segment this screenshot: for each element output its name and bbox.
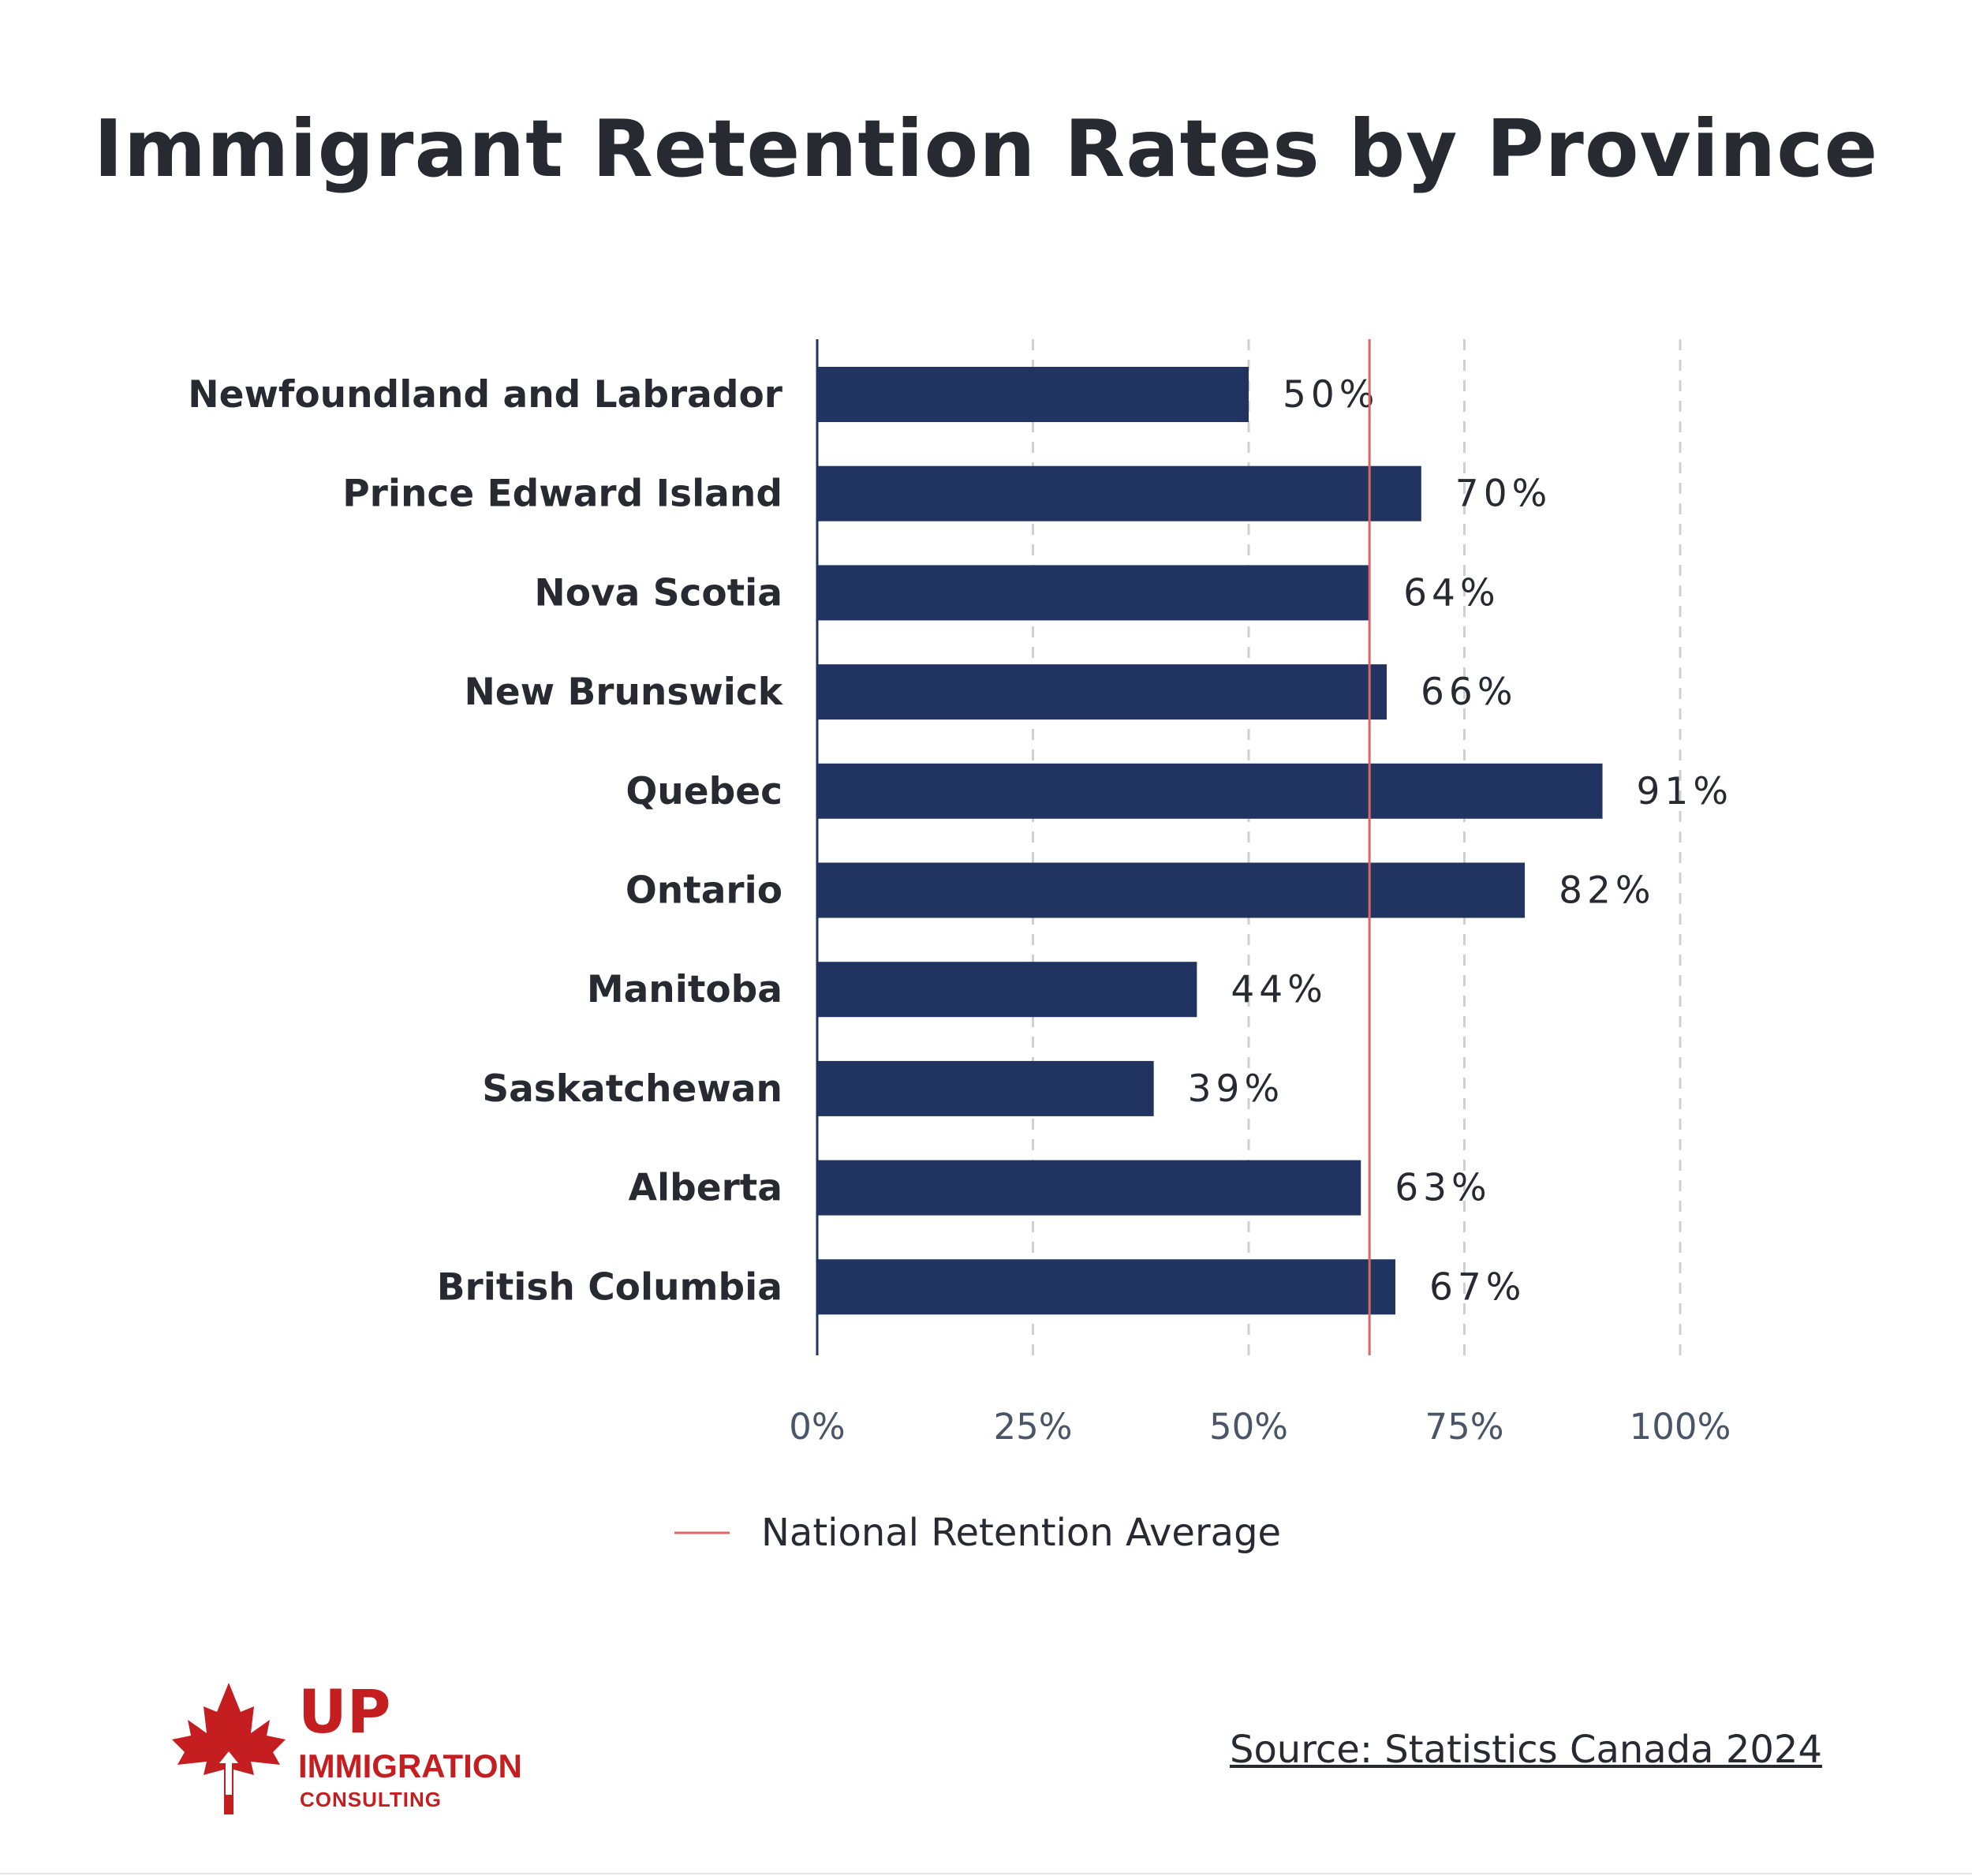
maple-leaf-icon (172, 1683, 286, 1814)
category-label: Ontario (626, 869, 782, 913)
bar-alberta (817, 1160, 1361, 1216)
category-label: Nova Scotia (534, 571, 782, 615)
value-label: 70% (1455, 473, 1552, 516)
legend-label: National Retention Average (761, 1511, 1281, 1555)
value-label: 91% (1637, 770, 1733, 813)
bar-nova-scotia (817, 565, 1370, 621)
x-tick-label: 75% (1425, 1406, 1503, 1448)
value-label: 67% (1429, 1265, 1526, 1309)
x-tick-label: 0% (789, 1406, 845, 1448)
category-label: New Brunswick (464, 671, 783, 714)
category-label: Saskatchewan (482, 1067, 782, 1111)
value-label: 82% (1559, 869, 1655, 913)
bar-quebec (817, 763, 1603, 819)
value-label: 64% (1403, 571, 1500, 615)
brand-tagline: CONSULTING (300, 1788, 442, 1811)
category-label: Newfoundland and Labrador (188, 373, 783, 417)
brand-name: UP (298, 1676, 391, 1747)
bar-new-brunswick (817, 664, 1387, 720)
bar-british-columbia (817, 1259, 1395, 1315)
bar-prince-edward-island (817, 465, 1421, 521)
bottom-divider (0, 1873, 1972, 1874)
bar-manitoba (817, 962, 1197, 1018)
bar-saskatchewan (817, 1060, 1154, 1116)
category-label: British Columbia (437, 1265, 782, 1309)
category-label: Manitoba (587, 968, 782, 1011)
category-label: Prince Edward Island (342, 473, 782, 516)
chart-title: Immigrant Retention Rates by Province (93, 103, 1879, 195)
x-tick-label: 50% (1209, 1406, 1288, 1448)
brand-subtitle: IMMIGRATION (298, 1747, 522, 1784)
x-tick-label: 100% (1630, 1406, 1731, 1448)
bar-newfoundland-and-labrador (817, 367, 1249, 422)
source-link[interactable]: Source: Statistics Canada 2024 (1229, 1728, 1822, 1772)
bar-ontario (817, 862, 1526, 918)
brand-logo: UP IMMIGRATION CONSULTING (166, 1676, 576, 1818)
category-label: Alberta (629, 1167, 782, 1210)
value-label: 63% (1395, 1167, 1491, 1210)
value-label: 39% (1188, 1067, 1284, 1111)
value-label: 50% (1283, 373, 1379, 417)
value-label: 66% (1421, 671, 1517, 714)
x-tick-label: 25% (993, 1406, 1072, 1448)
category-label: Quebec (626, 770, 782, 813)
value-label: 44% (1231, 968, 1327, 1011)
